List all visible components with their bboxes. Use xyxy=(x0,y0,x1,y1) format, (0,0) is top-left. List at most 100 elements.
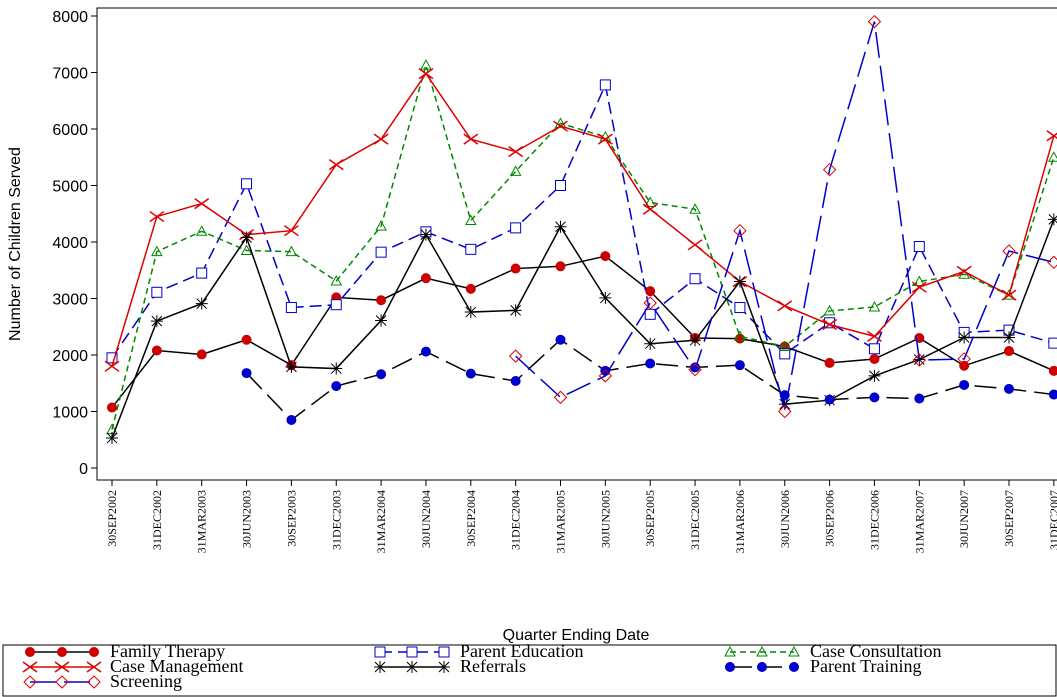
x-tick-label: 30SEP2007 xyxy=(1002,490,1016,547)
marker xyxy=(956,265,972,277)
marker xyxy=(376,295,387,306)
marker xyxy=(958,331,971,344)
x-tick-label: 30JUN2003 xyxy=(240,490,254,548)
x-tick-label: 31MAR2007 xyxy=(912,490,926,553)
marker xyxy=(778,398,791,411)
x-tick-label: 30JUN2005 xyxy=(598,490,612,548)
x-tick-label: 31DEC2006 xyxy=(867,490,881,550)
marker xyxy=(725,662,735,672)
marker xyxy=(331,381,342,392)
marker xyxy=(868,369,881,382)
marker xyxy=(645,286,656,297)
legend-label: Case Consultation xyxy=(810,641,942,661)
marker xyxy=(194,197,210,210)
y-tick-label: 6000 xyxy=(52,122,88,139)
x-tick-label: 30SEP2006 xyxy=(823,490,837,547)
marker xyxy=(788,645,800,657)
marker xyxy=(420,59,432,70)
marker xyxy=(149,210,165,223)
x-tick-label: 30SEP2002 xyxy=(105,490,119,547)
series-line xyxy=(111,82,1055,359)
legend-label: Parent Education xyxy=(460,641,583,661)
legend-label: Parent Training xyxy=(810,656,922,676)
x-tick-label: 31DEC2002 xyxy=(150,490,164,550)
marker xyxy=(913,241,925,253)
marker xyxy=(868,300,881,312)
marker xyxy=(913,275,926,287)
y-tick-label: 2000 xyxy=(52,348,88,365)
marker xyxy=(824,357,835,368)
y-tick-label: 1000 xyxy=(52,405,88,422)
marker xyxy=(510,375,521,386)
marker xyxy=(554,220,567,233)
marker xyxy=(374,646,386,658)
marker xyxy=(510,263,521,274)
x-tick-label: 31DEC2004 xyxy=(509,490,523,550)
marker xyxy=(869,353,880,364)
marker xyxy=(285,245,298,257)
marker xyxy=(283,225,299,237)
marker xyxy=(106,432,118,445)
marker xyxy=(643,296,657,310)
marker xyxy=(789,662,799,672)
marker xyxy=(240,244,253,255)
marker xyxy=(406,646,418,658)
marker xyxy=(419,228,432,241)
marker xyxy=(689,203,701,214)
series-line xyxy=(111,72,1055,367)
marker xyxy=(1048,365,1057,376)
marker xyxy=(420,273,431,284)
x-tick-label: 31DEC2003 xyxy=(329,490,343,550)
x-axis-title: Quarter Ending Date xyxy=(503,627,650,644)
marker xyxy=(600,251,611,262)
marker xyxy=(644,308,656,320)
marker xyxy=(867,330,882,342)
marker xyxy=(1048,337,1057,349)
marker xyxy=(463,133,479,145)
marker xyxy=(1002,244,1016,258)
marker xyxy=(687,239,703,251)
marker xyxy=(599,130,612,142)
marker xyxy=(375,220,387,231)
marker xyxy=(286,414,297,425)
marker xyxy=(778,340,791,352)
marker xyxy=(642,203,658,215)
series-line xyxy=(111,62,1055,430)
plot-area xyxy=(104,14,1057,445)
marker xyxy=(869,392,880,403)
marker xyxy=(330,274,343,286)
marker xyxy=(151,245,163,257)
marker xyxy=(374,661,386,673)
marker xyxy=(689,273,701,285)
marker xyxy=(196,349,207,360)
marker xyxy=(508,349,523,363)
marker xyxy=(1047,255,1057,270)
y-tick-label: 7000 xyxy=(52,66,88,83)
marker xyxy=(598,369,613,383)
marker xyxy=(734,330,746,341)
marker xyxy=(465,283,476,294)
marker xyxy=(1004,346,1014,357)
marker xyxy=(689,334,702,347)
marker xyxy=(241,334,252,345)
x-tick-label: 31MAR2003 xyxy=(195,490,209,553)
marker xyxy=(104,360,120,372)
marker xyxy=(822,162,837,177)
x-tick-label: 30SEP2003 xyxy=(284,490,298,547)
y-tick-label: 5000 xyxy=(52,179,88,196)
x-tick-label: 31MAR2005 xyxy=(554,490,568,553)
x-tick-label: 30JUN2006 xyxy=(778,490,792,548)
marker xyxy=(914,393,925,404)
marker xyxy=(688,362,702,377)
x-tick-label: 31DEC2005 xyxy=(688,490,702,550)
y-tick-label: 3000 xyxy=(52,292,88,309)
marker xyxy=(241,368,252,379)
marker xyxy=(957,352,971,366)
legend-label: Family Therapy xyxy=(110,641,225,661)
marker xyxy=(196,267,208,279)
marker xyxy=(757,662,767,672)
marker xyxy=(86,661,102,673)
marker xyxy=(553,390,568,405)
marker xyxy=(508,145,524,158)
